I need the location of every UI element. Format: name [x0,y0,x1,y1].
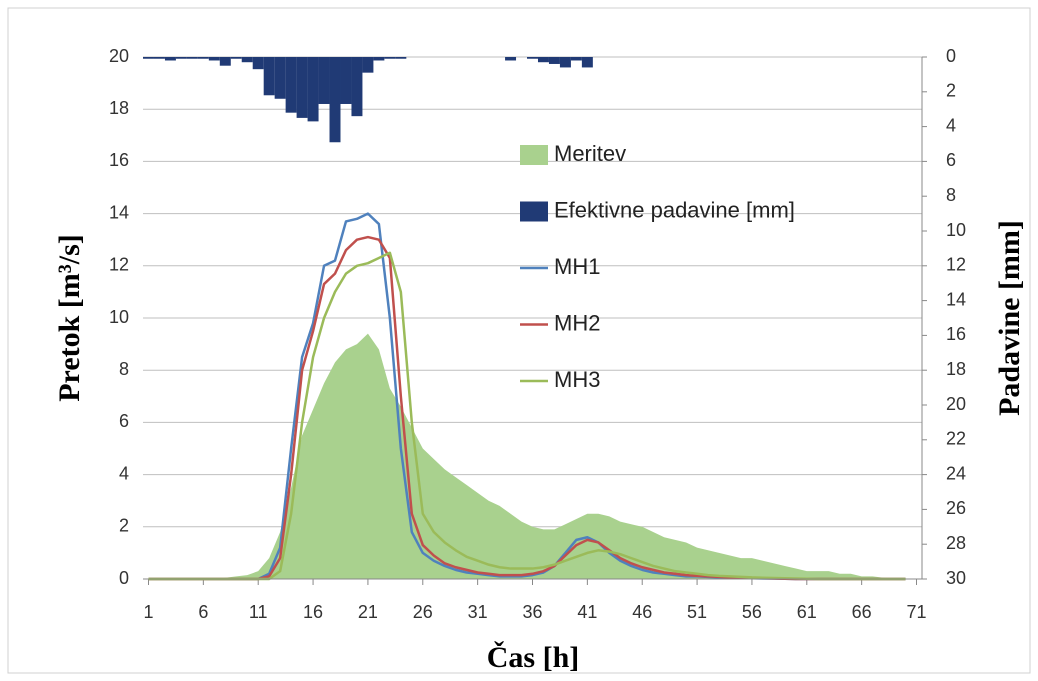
bar [241,57,253,63]
y2-tick-label: 8 [946,185,956,205]
bar [537,57,549,63]
y2-tick-label: 10 [946,220,966,240]
bar [548,57,560,64]
y2-axis-title: Padavine [mm] [993,220,1026,416]
x-tick-label: 31 [468,602,488,622]
bar [505,57,517,61]
y2-tick-label: 24 [946,463,966,483]
y2-tick-label: 28 [946,533,966,553]
y-tick-label: 8 [119,359,129,379]
bar [340,57,352,104]
bar [318,57,330,104]
y2-tick-label: 26 [946,498,966,518]
bar [186,57,198,59]
legend-label: Efektivne padavine [mm] [554,197,795,222]
x-tick-label: 11 [249,602,268,622]
bar [395,57,407,59]
bar [527,57,538,59]
y-axis-title: Pretok [m³/s] [53,234,86,402]
y-tick-label: 6 [119,411,129,431]
y-tick-label: 0 [119,568,129,588]
area [148,333,906,579]
y2-tick-label: 16 [946,324,966,344]
legend-swatch [520,201,548,222]
bar [373,57,385,61]
bar [296,57,308,118]
x-tick-label: 61 [797,602,817,622]
bar [153,57,165,59]
legend-label: Meritev [554,141,626,166]
x-tick-label: 6 [198,602,208,622]
y-tick-label: 14 [109,202,129,222]
bar [208,57,220,61]
x-tick-label: 46 [632,602,652,622]
bar [307,57,319,122]
y-tick-label: 12 [109,255,129,275]
bar [175,57,187,59]
legend-swatch [520,145,548,165]
bar [274,57,286,99]
y2-tick-label: 2 [946,81,956,101]
y2-tick-label: 20 [946,394,966,414]
x-tick-label: 16 [303,602,323,622]
y-tick-label: 18 [109,98,129,118]
x-tick-label: 41 [577,602,597,622]
x-tick-label: 71 [906,602,926,622]
bar [559,57,571,68]
bar [329,57,341,143]
bar [143,57,154,59]
y2-tick-label: 22 [946,429,966,449]
bar [164,57,176,61]
x-tick-label: 21 [358,602,378,622]
x-tick-label: 66 [852,602,872,622]
x-axis-title: Čas [h] [487,641,580,674]
bar [351,57,363,117]
bar [570,57,582,61]
y2-tick-label: 30 [946,568,966,588]
y2-tick-label: 4 [946,115,956,135]
y2-tick-label: 0 [946,46,956,66]
bar [362,57,374,73]
x-tick-label: 36 [522,602,542,622]
legend-label: MH3 [554,367,600,392]
bar [252,57,264,70]
bar [230,57,242,59]
bar [581,57,593,68]
x-tick-label: 56 [742,602,762,622]
y-tick-label: 4 [119,463,129,483]
legend-label: MH2 [554,310,600,335]
bar [219,57,231,66]
bar [197,57,209,59]
y2-tick-label: 6 [946,150,956,170]
y-tick-label: 2 [119,516,129,536]
y2-tick-label: 14 [946,289,966,309]
y-tick-label: 10 [109,307,129,327]
legend-label: MH1 [554,254,600,279]
bar [263,57,275,96]
bar [384,57,396,59]
bar [285,57,297,113]
x-tick-label: 1 [143,602,153,622]
x-tick-label: 51 [687,602,707,622]
x-tick-label: 26 [413,602,433,622]
y-tick-label: 20 [109,46,129,66]
line [148,251,906,581]
y2-tick-label: 12 [946,255,966,275]
y2-tick-label: 18 [946,359,966,379]
y-tick-label: 16 [109,150,129,170]
